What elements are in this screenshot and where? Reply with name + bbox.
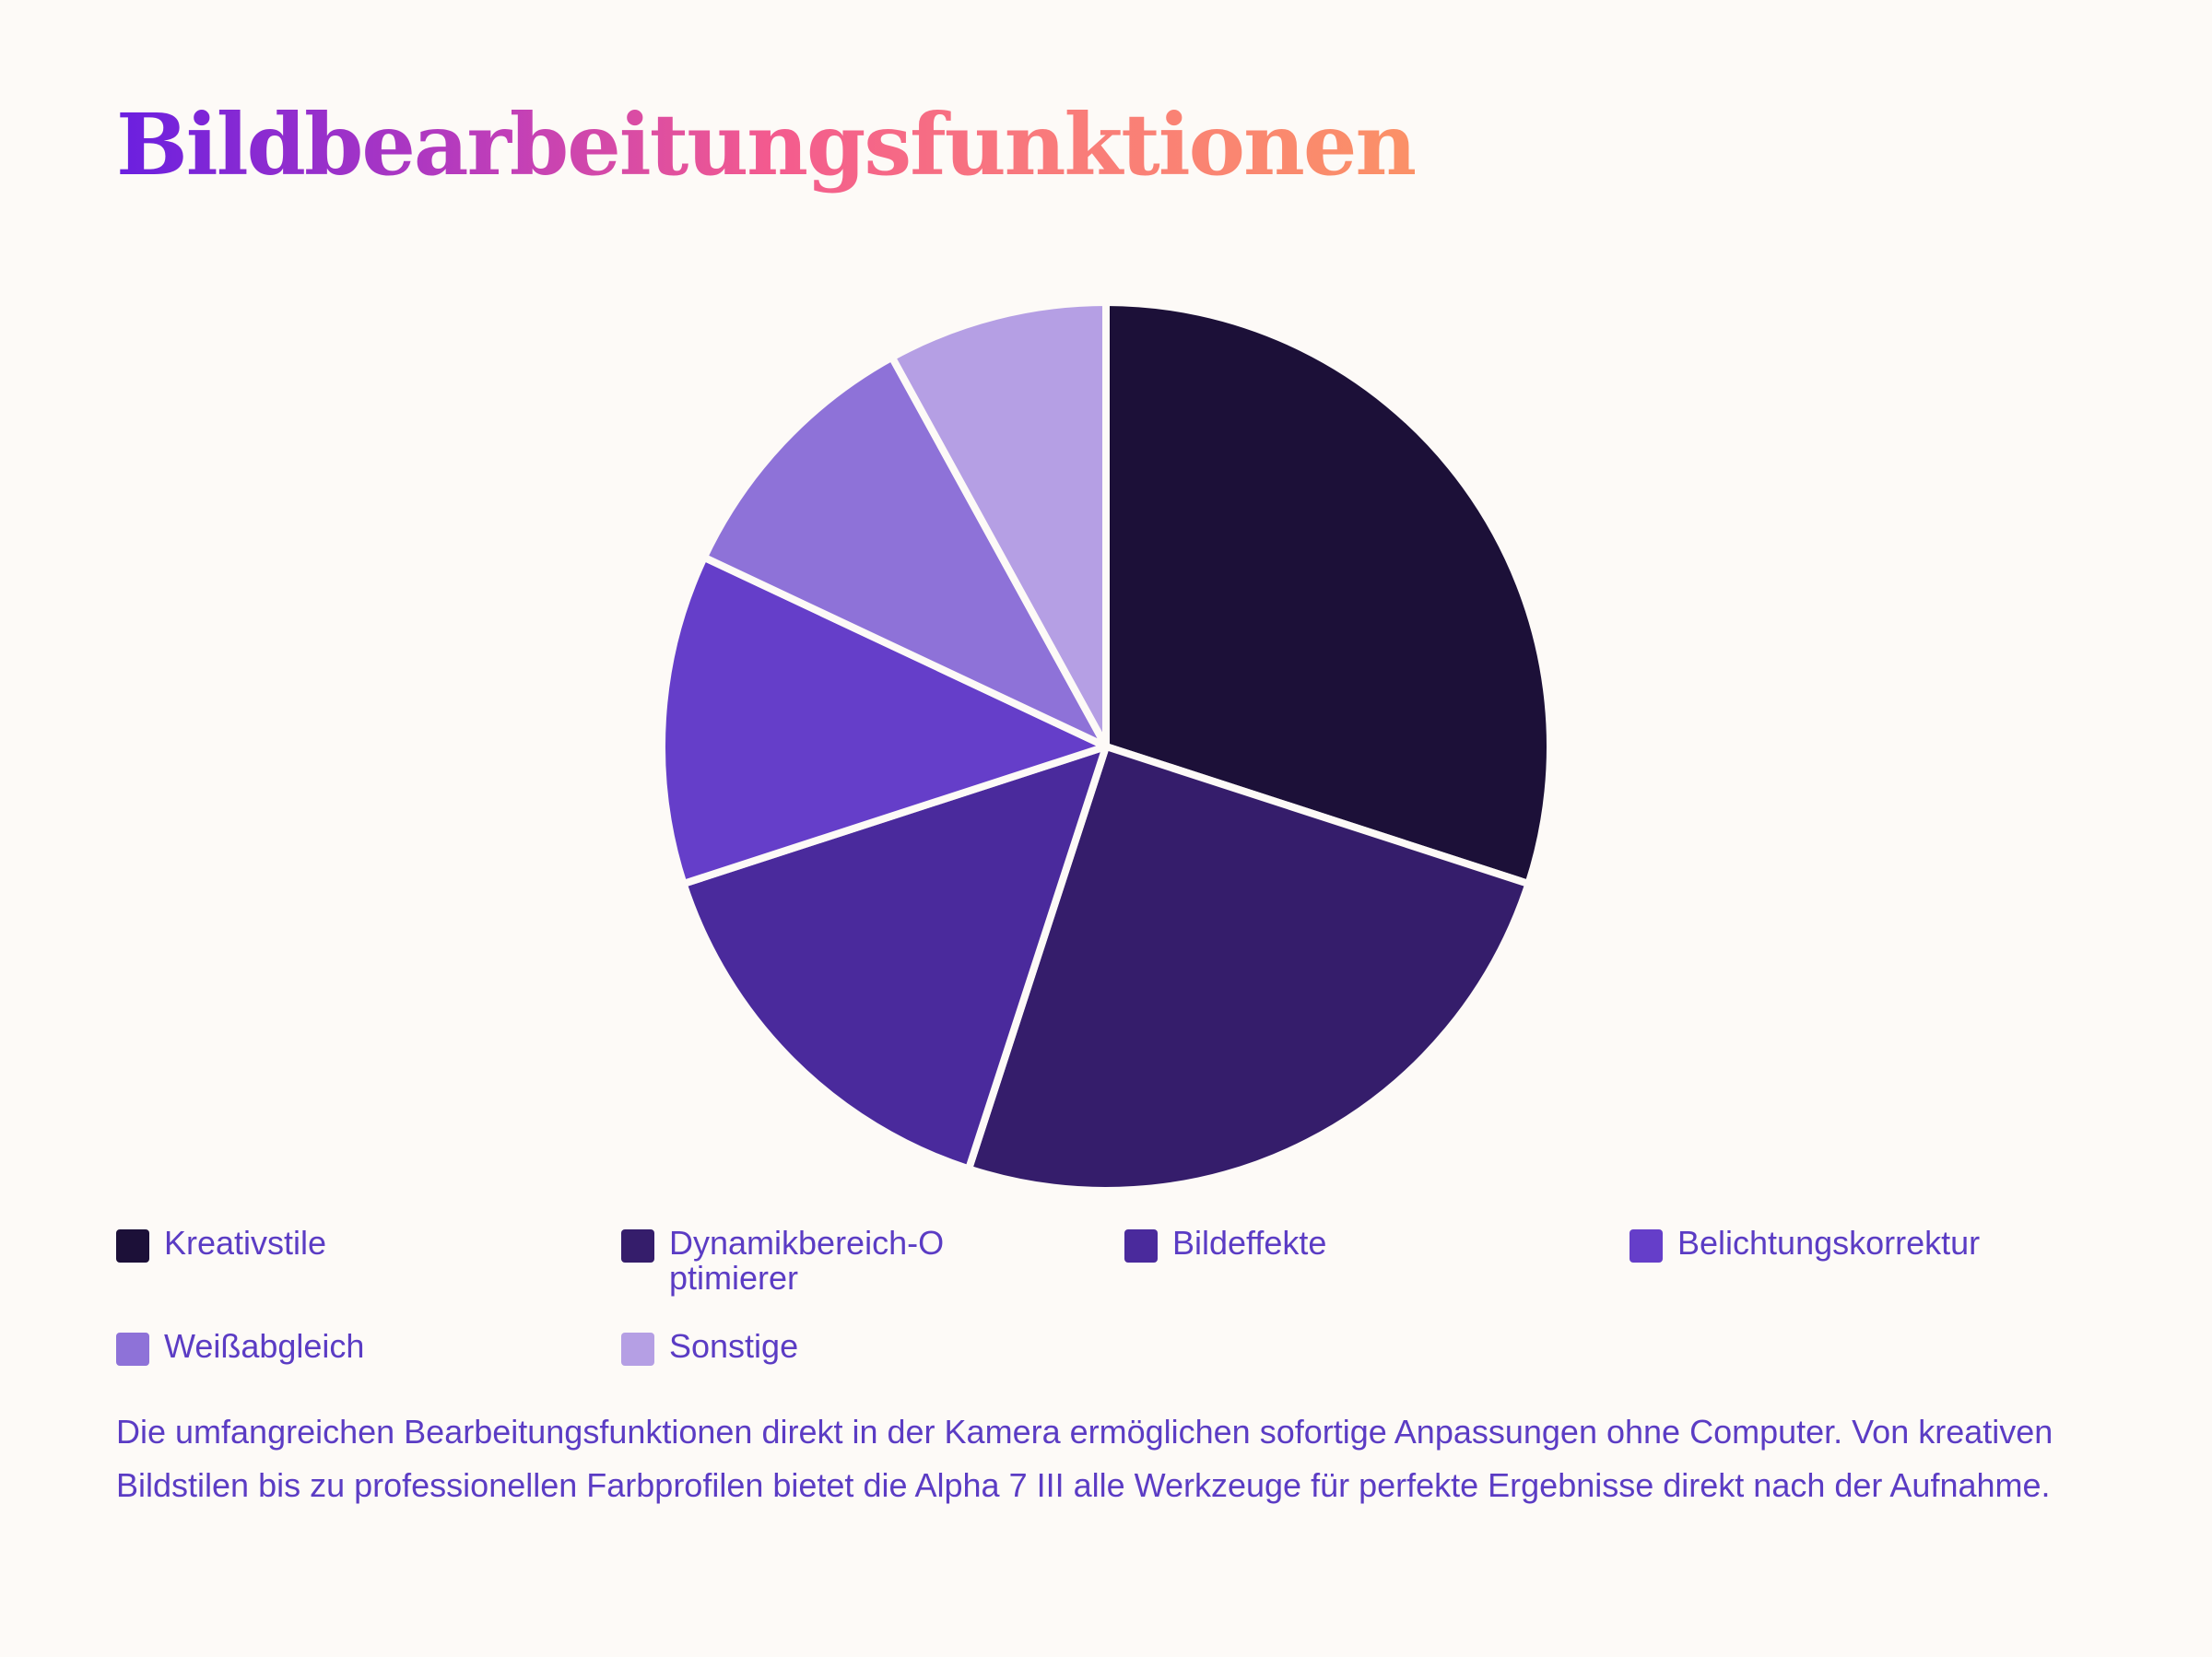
legend-item-kreativstile: Kreativstile [116, 1226, 459, 1263]
legend-item-bildeffekte: Bildeffekte [1124, 1226, 1467, 1263]
legend-label: Weißabgleich [164, 1327, 365, 1365]
pie-slice-belichtungskorrektur [658, 553, 1110, 887]
legend-swatch [621, 1333, 654, 1366]
chart-legend: Kreativstile Dynamikbereich-Optimierer B… [116, 1226, 2144, 1382]
pie-slice-sonstige [888, 299, 1110, 750]
chart-description: Die umfangreichen Bearbeitungsfunktionen… [116, 1413, 2053, 1504]
pie-slice-dynamikbereich-optimierer [965, 743, 1533, 1194]
legend-label: Belichtungskorrektur [1677, 1224, 1981, 1262]
legend-swatch [1124, 1229, 1158, 1263]
legend-label: Sonstige [669, 1327, 799, 1365]
legend-swatch [116, 1229, 149, 1263]
legend-label: Bildeffekte [1172, 1224, 1327, 1262]
chart-title: Bildbearbeitungsfunktionen [116, 85, 1417, 205]
legend-item-belichtungskorrektur: Belichtungskorrektur [1630, 1226, 2065, 1263]
pie-chart [658, 299, 1554, 1194]
legend-item-sonstige: Sonstige [621, 1329, 964, 1366]
pie-slice-wei-abgleich [700, 353, 1110, 750]
legend-swatch [621, 1229, 654, 1263]
legend-swatch [116, 1333, 149, 1366]
legend-swatch [1630, 1229, 1663, 1263]
legend-label: Dynamikbereich-Optimierer [669, 1224, 945, 1297]
legend-item-dynamikbereich-optimierer: Dynamikbereich-Optimierer [621, 1226, 946, 1296]
pie-slice-kreativstile [1102, 299, 1554, 887]
legend-item-weissabgleich: Weißabgleich [116, 1329, 459, 1366]
legend-label: Kreativstile [164, 1224, 327, 1262]
